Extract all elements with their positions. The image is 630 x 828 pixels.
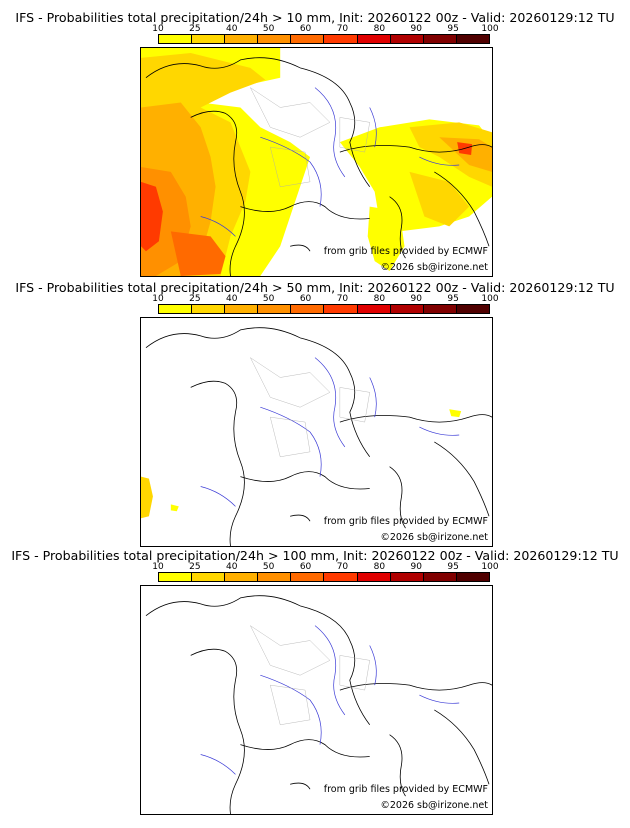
colorbar-tick-label: 50: [262, 294, 275, 304]
colorbar-cell: [291, 573, 325, 581]
source-note: from grib files provided by ECMWF: [323, 246, 488, 257]
colorbar-cell: [390, 305, 424, 313]
colorbar-cell: [423, 35, 457, 43]
colorbar-tick-label: 90: [410, 562, 422, 572]
colorbar-tick-label: 70: [336, 562, 349, 572]
colorbar-cell: [423, 573, 457, 581]
colorbar-cell: [357, 35, 391, 43]
copyright: ©2026 sb@irizone.net: [380, 262, 488, 273]
colorbar-tick-label: 25: [189, 562, 201, 572]
colorbar-cell: [324, 305, 358, 313]
map-panel-50mm: IFS - Probabilities total precipitation/…: [0, 270, 630, 547]
borders: [145, 57, 492, 276]
colorbar-cell: [390, 573, 424, 581]
borders: [145, 595, 492, 814]
copyright: ©2026 sb@irizone.net: [380, 800, 488, 811]
rivers: [200, 625, 460, 775]
colorbar-tick-label: 70: [336, 294, 349, 304]
map-panel-10mm: IFS - Probabilities total precipitation/…: [0, 0, 630, 277]
precip-map: from grib files provided by ECMWF ©2026 …: [140, 317, 493, 547]
colorbar-tick-label: 80: [373, 24, 386, 34]
colorbar-cell: [456, 573, 489, 581]
colorbar-cell: [258, 35, 292, 43]
map-svg: [141, 48, 492, 276]
map-svg: [141, 327, 492, 546]
colorbar-tick-label: 70: [336, 24, 349, 34]
colorbar-cell: [159, 573, 193, 581]
source-note: from grib files provided by ECMWF: [323, 784, 488, 795]
colorbar-tick-label: 50: [262, 24, 275, 34]
borders: [145, 327, 492, 546]
panel-title: IFS - Probabilities total precipitation/…: [15, 10, 615, 25]
colorbar-tick-label: 100: [481, 294, 499, 304]
colorbar-cell: [258, 573, 292, 581]
colorbar-labels: 10 25 40 50 60 70 80 90 95 100: [152, 24, 498, 34]
colorbar-cell: [291, 305, 325, 313]
colorbar-tick-label: 60: [299, 562, 312, 572]
colorbar-labels: 10 25 40 50 60 70 80 90 95 100: [152, 294, 498, 304]
regions: [249, 357, 370, 458]
colorbar-cell: [390, 35, 424, 43]
colorbar-labels: 10 25 40 50 60 70 80 90 95 100: [152, 562, 498, 572]
colorbar-cell: [324, 573, 358, 581]
colorbar-cell: [423, 305, 457, 313]
colorbar-tick-label: 95: [447, 562, 459, 572]
colorbar-tick-label: 40: [226, 24, 238, 34]
map-svg: [145, 595, 492, 814]
colorbar-tick-label: 95: [447, 24, 459, 34]
colorbar-cell: [258, 305, 292, 313]
colorbar-tick-label: 40: [226, 294, 238, 304]
colorbar-tick-label: 25: [189, 294, 201, 304]
colorbar-cell: [192, 35, 226, 43]
precip-map: from grib files provided by ECMWF ©2026 …: [140, 47, 493, 277]
colorbar-cell: [291, 35, 325, 43]
regions: [249, 625, 370, 726]
colorbar-tick-label: 50: [262, 562, 275, 572]
colorbar-tick-label: 60: [299, 294, 312, 304]
colorbar-cell: [324, 35, 358, 43]
colorbar-cell: [456, 305, 489, 313]
colorbar-tick-label: 10: [152, 24, 164, 34]
colorbar-cell: [225, 35, 259, 43]
rivers: [200, 357, 460, 507]
colorbar-cell: [159, 35, 193, 43]
source-note: from grib files provided by ECMWF: [323, 516, 488, 527]
colorbar-tick-label: 90: [410, 24, 422, 34]
colorbar-tick-label: 40: [226, 562, 238, 572]
colorbar-cell: [192, 305, 226, 313]
precip-shading: [141, 48, 492, 276]
regions: [249, 87, 370, 188]
colorbar-cell: [225, 305, 259, 313]
colorbar-tick-label: 100: [481, 24, 499, 34]
colorbar-tick-label: 60: [299, 24, 312, 34]
map-panel-100mm: IFS - Probabilities total precipitation/…: [0, 538, 630, 815]
copyright: ©2026 sb@irizone.net: [380, 532, 488, 543]
panel-title: IFS - Probabilities total precipitation/…: [11, 548, 619, 563]
colorbar: [158, 572, 490, 582]
colorbar-tick-label: 10: [152, 294, 164, 304]
colorbar-cell: [225, 573, 259, 581]
precip-map: from grib files provided by ECMWF ©2026 …: [140, 585, 493, 815]
colorbar-tick-label: 80: [373, 294, 386, 304]
panel-title: IFS - Probabilities total precipitation/…: [15, 280, 615, 295]
colorbar-tick-label: 100: [481, 562, 499, 572]
colorbar: [158, 34, 490, 44]
colorbar-cell: [357, 573, 391, 581]
colorbar-tick-label: 10: [152, 562, 164, 572]
colorbar: [158, 304, 490, 314]
colorbar-cell: [159, 305, 193, 313]
precip-shading: [141, 409, 462, 519]
colorbar-cell: [192, 573, 226, 581]
colorbar-tick-label: 95: [447, 294, 459, 304]
rivers: [200, 87, 460, 237]
colorbar-tick-label: 25: [189, 24, 201, 34]
colorbar-tick-label: 90: [410, 294, 422, 304]
colorbar-tick-label: 80: [373, 562, 386, 572]
colorbar-cell: [456, 35, 489, 43]
colorbar-cell: [357, 305, 391, 313]
